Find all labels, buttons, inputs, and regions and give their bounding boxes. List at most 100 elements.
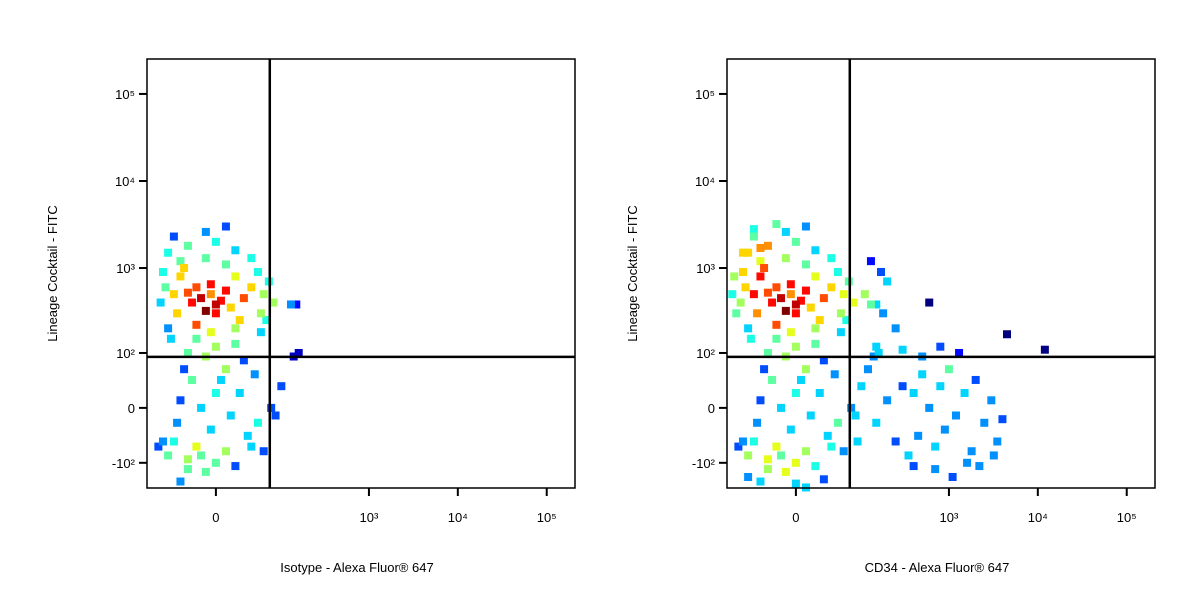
event-dot — [732, 309, 741, 318]
event-dot — [247, 254, 256, 263]
event-dot — [753, 309, 762, 318]
event-dot — [791, 479, 800, 488]
x-tick-label: 10⁵ — [1117, 510, 1137, 525]
event-dot — [872, 300, 881, 309]
event-dot — [772, 320, 781, 329]
event-dot — [188, 298, 197, 307]
event-dot — [801, 286, 810, 295]
event-dot — [176, 272, 185, 281]
event-dot — [183, 288, 192, 297]
event-dot — [231, 324, 240, 333]
event-dot — [833, 418, 842, 427]
x-tick-label: 10⁴ — [1028, 510, 1048, 525]
event-dot — [763, 348, 772, 357]
event-dot — [874, 348, 883, 357]
event-dot — [192, 334, 201, 343]
event-dot — [259, 290, 268, 299]
event-dot — [292, 300, 301, 309]
event-dot — [259, 447, 268, 456]
event-dot — [786, 280, 795, 289]
event-dot — [1040, 345, 1049, 354]
event-dot — [211, 458, 220, 467]
y-tick-label: 10³ — [116, 261, 135, 276]
event-dot — [860, 290, 869, 299]
event-dot — [801, 365, 810, 374]
event-dot — [847, 403, 856, 412]
event-dot — [201, 254, 210, 263]
event-dot — [925, 298, 934, 307]
event-dot — [827, 254, 836, 263]
x-tick-label: 10⁴ — [448, 510, 468, 525]
event-dot — [744, 451, 753, 460]
event-dot — [936, 342, 945, 351]
y-axis-title: Lineage Cocktail - FITC — [45, 205, 60, 342]
event-dot — [763, 241, 772, 250]
event-dot — [756, 257, 765, 266]
event-dot — [243, 431, 252, 440]
event-dot — [772, 220, 781, 229]
event-dot — [975, 462, 984, 471]
event-dot — [250, 370, 259, 379]
y-tick-label: 0 — [128, 401, 135, 416]
event-dot — [253, 268, 262, 277]
event-dot — [221, 447, 230, 456]
event-dot — [206, 425, 215, 434]
plot-frame — [726, 58, 1156, 489]
event-dot — [791, 309, 800, 318]
event-dot — [898, 345, 907, 354]
event-dot — [192, 320, 201, 329]
event-dot — [277, 382, 286, 391]
event-dot — [235, 389, 244, 398]
x-axis-title: CD34 - Alexa Fluor® 647 — [865, 560, 1010, 575]
event-dot — [836, 309, 845, 318]
y-tick-label: 0 — [708, 401, 715, 416]
event-dot — [791, 458, 800, 467]
event-dot — [161, 283, 170, 292]
event-dot — [980, 418, 989, 427]
event-dot — [158, 437, 167, 446]
event-dot — [772, 442, 781, 451]
event-dot — [749, 225, 758, 234]
event-dot — [154, 442, 163, 451]
event-dot — [206, 328, 215, 337]
event-dot — [851, 411, 860, 420]
event-dot — [231, 272, 240, 281]
event-dot — [180, 264, 189, 273]
event-dot — [839, 447, 848, 456]
event-dot — [728, 290, 737, 299]
event-dot — [216, 296, 225, 305]
event-dot — [940, 425, 949, 434]
event-dot — [891, 437, 900, 446]
event-dot — [744, 248, 753, 257]
x-tick-label: 10³ — [360, 510, 379, 525]
event-dot — [827, 442, 836, 451]
event-dot — [993, 437, 1002, 446]
event-dot — [967, 447, 976, 456]
event-dot — [164, 324, 173, 333]
event-dot — [781, 306, 790, 315]
event-dot — [781, 227, 790, 236]
event-dot — [164, 248, 173, 257]
event-dot — [221, 260, 230, 269]
event-dot — [863, 365, 872, 374]
event-dot — [918, 370, 927, 379]
x-tick-label: 10³ — [940, 510, 959, 525]
event-dot — [1002, 330, 1011, 339]
event-dot — [872, 418, 881, 427]
event-dot — [833, 268, 842, 277]
event-dot — [948, 473, 957, 482]
event-dot — [173, 418, 182, 427]
event-dot — [763, 288, 772, 297]
event-dot — [756, 477, 765, 486]
event-dot — [180, 365, 189, 374]
event-dot — [226, 411, 235, 420]
event-dot — [772, 283, 781, 292]
event-dot — [176, 396, 185, 405]
event-dot — [819, 475, 828, 484]
event-dot — [221, 365, 230, 374]
event-dot — [192, 283, 201, 292]
event-dot — [955, 348, 964, 357]
event-dot — [738, 437, 747, 446]
event-dot — [197, 294, 206, 303]
plot: 0 10³ 10⁴ 10⁵ -10² 0 10² 10³ 10⁴ 10⁵ Isotype - Ale… — [45, 58, 576, 575]
